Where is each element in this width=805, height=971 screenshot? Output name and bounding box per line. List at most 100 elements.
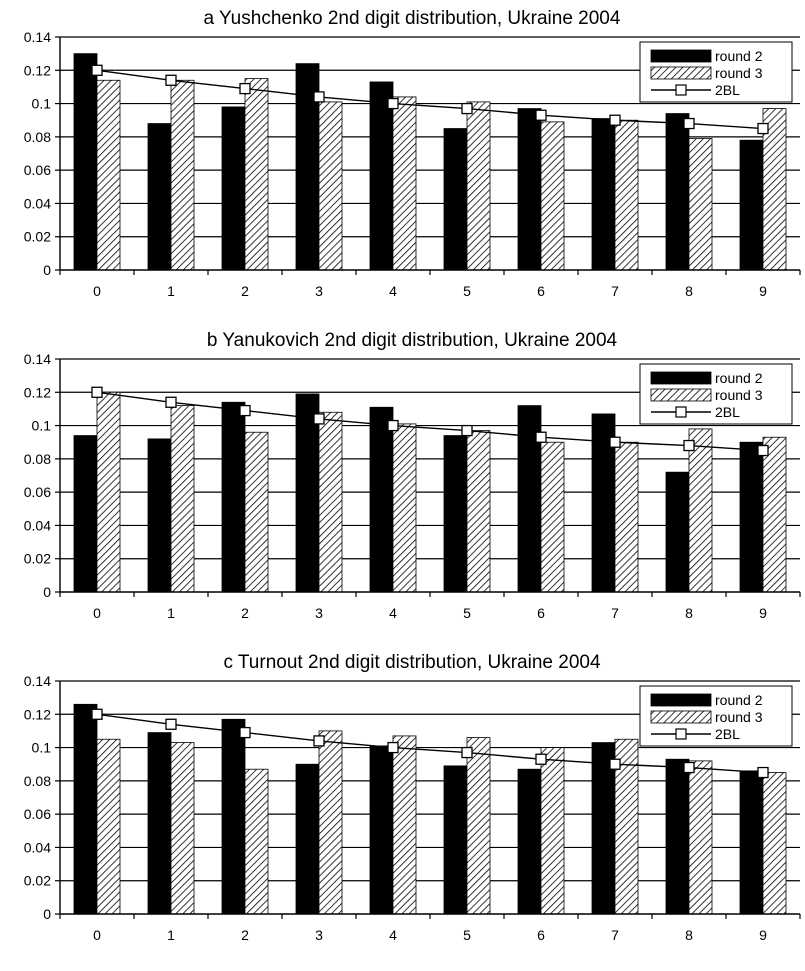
point-2bl [165,74,177,86]
x-tick-label: 6 [537,605,545,621]
bar-round-2 [221,401,246,593]
x-tick-label: 0 [93,283,101,299]
bar-round-2 [369,81,394,271]
bar-round-3 [688,138,713,271]
bar-round-3 [614,441,639,593]
legend-label: round 3 [715,65,763,81]
bar-round-3 [392,96,417,271]
y-tick-label: 0.04 [24,195,51,211]
bar-round-2 [739,441,764,593]
y-tick-label: 0.02 [24,551,51,567]
point-2bl [387,97,399,110]
bar-round-3 [466,430,491,593]
x-tick-label: 4 [389,927,397,943]
bar-round-2 [73,53,98,271]
bar-round-3 [170,742,195,915]
point-2bl [757,444,769,457]
point-2bl [683,761,695,774]
y-tick-label: 0.1 [32,740,52,756]
bar-round-3 [466,101,491,271]
bar-round-2 [517,108,542,271]
legend-swatch [650,49,712,63]
bar-round-3 [614,119,639,271]
x-tick-label: 0 [93,927,101,943]
point-2bl [461,424,473,437]
x-tick-label: 3 [315,927,323,943]
bar-round-2 [665,113,690,271]
x-tick-label: 6 [537,283,545,299]
point-2bl [683,117,695,130]
x-tick-label: 2 [241,605,249,621]
x-tick-label: 4 [389,283,397,299]
bar-round-3 [96,391,121,593]
y-tick-label: 0.04 [24,839,51,855]
x-tick-label: 2 [241,283,249,299]
bar-round-2 [443,435,468,593]
bar-round-2 [739,139,764,271]
chart-title: c Turnout 2nd digit distribution, Ukrain… [223,652,600,673]
x-tick-label: 7 [611,283,619,299]
x-tick-label: 1 [167,283,175,299]
bar-round-3 [392,423,417,593]
legend-label: round 2 [715,48,763,64]
legend-swatch-marker [675,406,687,418]
point-2bl [313,735,325,747]
y-tick-label: 0.06 [24,484,51,500]
legend-swatch [650,693,712,707]
y-tick-label: 0 [43,262,51,278]
panel-letter: c [223,652,233,673]
x-tick-label: 0 [93,605,101,621]
y-tick-label: 0.08 [24,773,51,789]
bar-round-3 [244,431,269,593]
x-tick-label: 1 [167,927,175,943]
legend-label: 2BL [715,82,740,98]
y-tick-label: 0.14 [24,29,51,45]
legend-label: round 2 [715,370,763,386]
point-2bl [609,114,621,126]
bar-round-2 [147,732,172,915]
bar-round-3 [392,735,417,915]
legend-swatch [650,371,712,385]
y-tick-label: 0.12 [24,62,51,78]
x-tick-label: 6 [537,927,545,943]
point-2bl [461,746,473,759]
y-tick-label: 0.02 [24,873,51,889]
point-2bl [91,386,103,398]
point-2bl [313,91,325,103]
y-tick-label: 0.06 [24,806,51,822]
legend-label: round 3 [715,387,763,403]
panel-title-text: Yanukovich 2nd digit distribution, Ukrai… [217,330,617,351]
bar-round-3 [170,405,195,593]
bar-round-2 [221,106,246,271]
bar-round-2 [591,118,616,271]
x-tick-label: 8 [685,283,693,299]
x-tick-label: 2 [241,927,249,943]
chart-title: b Yanukovich 2nd digit distribution, Ukr… [207,330,618,351]
panel-letter: b [207,330,218,351]
y-tick-label: 0.06 [24,162,51,178]
bar-round-2 [221,718,246,915]
x-tick-label: 5 [463,927,471,943]
legend-swatch-marker [675,84,687,96]
y-tick-label: 0.1 [32,96,52,112]
point-2bl [387,419,399,432]
bar-round-3 [688,760,713,915]
point-2bl [461,102,473,115]
bar-round-2 [147,438,172,593]
point-2bl [165,396,177,408]
bar-round-3 [318,730,343,915]
x-tick-label: 5 [463,605,471,621]
legend-label: 2BL [715,726,740,742]
point-2bl [313,413,325,425]
point-2bl [609,436,621,448]
y-tick-label: 0.08 [24,129,51,145]
bar-round-2 [739,770,764,915]
panel-title-text: Turnout 2nd digit distribution, Ukraine … [233,652,601,673]
bar-round-2 [73,703,98,915]
point-2bl [239,404,251,417]
series-line-2bl [96,713,764,774]
